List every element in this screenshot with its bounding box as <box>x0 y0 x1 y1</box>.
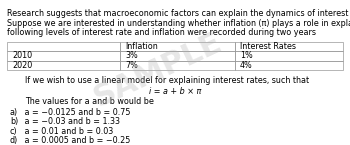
Text: a = 0.0005 and b = −0.25: a = 0.0005 and b = −0.25 <box>22 136 130 145</box>
Text: a = −0.03 and b = 1.33: a = −0.03 and b = 1.33 <box>22 117 120 126</box>
Text: c): c) <box>10 126 18 135</box>
Text: i = a + b × π: i = a + b × π <box>149 87 201 96</box>
Text: Suppose we are interested in understanding whether inflation (π) plays a role in: Suppose we are interested in understandi… <box>7 19 350 28</box>
Text: 4%: 4% <box>240 61 253 70</box>
Text: The values for a and b would be: The values for a and b would be <box>25 97 154 106</box>
Text: 7%: 7% <box>125 61 138 70</box>
Text: 2020: 2020 <box>12 61 32 70</box>
Text: Interest Rates: Interest Rates <box>240 42 296 51</box>
Text: Inflation: Inflation <box>125 42 158 51</box>
Text: 1%: 1% <box>240 51 253 60</box>
Text: Research suggests that macroeconomic factors can explain the dynamics of interes: Research suggests that macroeconomic fac… <box>7 9 350 18</box>
Text: b): b) <box>10 117 18 126</box>
Text: a = 0.01 and b = 0.03: a = 0.01 and b = 0.03 <box>22 126 113 135</box>
Text: If we wish to use a linear model for explaining interest rates, such that: If we wish to use a linear model for exp… <box>25 76 309 85</box>
Text: following levels of interest rate and inflation were recorded during two years: following levels of interest rate and in… <box>7 28 316 37</box>
Text: d): d) <box>10 136 18 145</box>
Text: 3%: 3% <box>125 51 138 60</box>
Text: a = −0.0125 and b = 0.75: a = −0.0125 and b = 0.75 <box>22 107 131 116</box>
Text: SAMPLE: SAMPLE <box>89 27 226 112</box>
Text: a): a) <box>10 107 18 116</box>
Text: 2010: 2010 <box>12 51 32 60</box>
